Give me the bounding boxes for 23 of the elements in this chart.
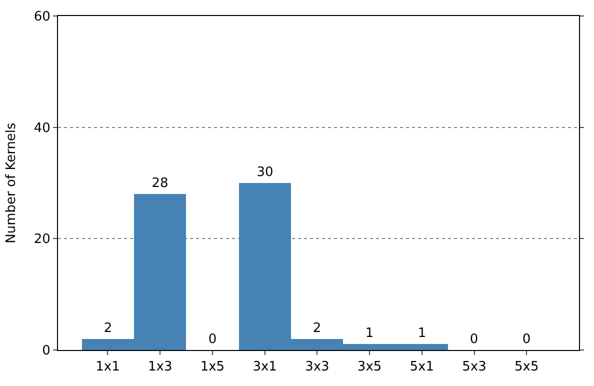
data-label: 1 (365, 326, 374, 341)
data-label: 2 (312, 321, 322, 336)
data-label: 28 (152, 176, 168, 191)
y-tick-label: 60 (34, 10, 50, 25)
y-axis-title: Number of Kernels (4, 122, 19, 244)
y-tick-label: 20 (34, 232, 50, 248)
x-tick-label: 3x1 (252, 360, 277, 375)
data-label: 30 (256, 165, 274, 180)
x-tick-label: 5x1 (410, 360, 434, 375)
y-tick-label: 40 (34, 120, 50, 136)
data-label: 2 (104, 321, 112, 336)
x-tick-label: 1x3 (148, 360, 172, 375)
data-label: 0 (208, 332, 217, 347)
x-tick-label: 5x3 (462, 360, 486, 375)
data-label: 1 (418, 326, 426, 341)
x-tick-label: 1x1 (96, 360, 120, 375)
data-label: 0 (470, 332, 478, 347)
x-tick-label: 3x5 (357, 360, 382, 375)
x-tick-label: 5x5 (514, 360, 539, 375)
y-tick-label: 0 (42, 344, 50, 359)
data-label: 0 (522, 332, 531, 347)
x-tick-label: 3x3 (305, 360, 330, 375)
x-tick-label: 1x5 (200, 360, 225, 375)
